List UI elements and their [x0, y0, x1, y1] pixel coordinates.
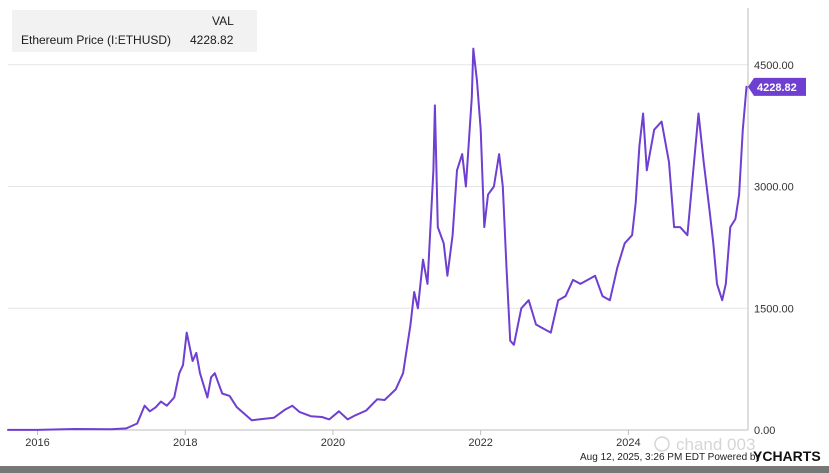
- x-tick-label: 2024: [616, 437, 640, 449]
- x-tick-label: 2020: [321, 437, 345, 449]
- y-tick-label: 4500.00: [754, 60, 794, 72]
- gridlines: [8, 64, 748, 309]
- last-value-flag: 4228.82: [748, 77, 806, 96]
- footer-timestamp: Aug 12, 2025, 3:26 PM EDT Powered by: [580, 452, 760, 463]
- x-tick-label: 2022: [468, 437, 492, 449]
- axes: [8, 8, 749, 431]
- legend: VAL Ethereum Price (I:ETHUSD) 4228.82: [12, 10, 257, 52]
- y-axis-ticks: 0.00 1500.00 3000.00 4500.00: [754, 60, 794, 437]
- y-tick-label: 1500.00: [754, 303, 794, 315]
- x-tick-label: 2016: [25, 437, 49, 449]
- legend-header: VAL: [212, 14, 234, 28]
- legend-box: [12, 10, 257, 52]
- bottom-bar: [0, 466, 829, 473]
- watermark-text: chand 003: [676, 435, 755, 454]
- watermark-icon: [654, 436, 670, 452]
- y-tick-label: 3000.00: [754, 182, 794, 194]
- watermark: chand 003: [654, 435, 755, 454]
- series-layer: [7, 47, 748, 431]
- footer: Aug 12, 2025, 3:26 PM EDT Powered by YCH…: [580, 448, 821, 464]
- x-axis-ticks: 2016 2018 2020 2022 2024: [25, 430, 641, 449]
- series-line-ethereum: [7, 47, 748, 431]
- y-tick-label: 0.00: [754, 425, 775, 437]
- legend-series-label: Ethereum Price (I:ETHUSD): [21, 33, 171, 47]
- legend-series-value: 4228.82: [190, 33, 234, 47]
- ycharts-logo[interactable]: YCHARTS: [753, 448, 821, 464]
- last-value-flag-text: 4228.82: [757, 82, 797, 94]
- x-tick-label: 2018: [173, 437, 197, 449]
- last-value-flag-shape: [748, 77, 806, 96]
